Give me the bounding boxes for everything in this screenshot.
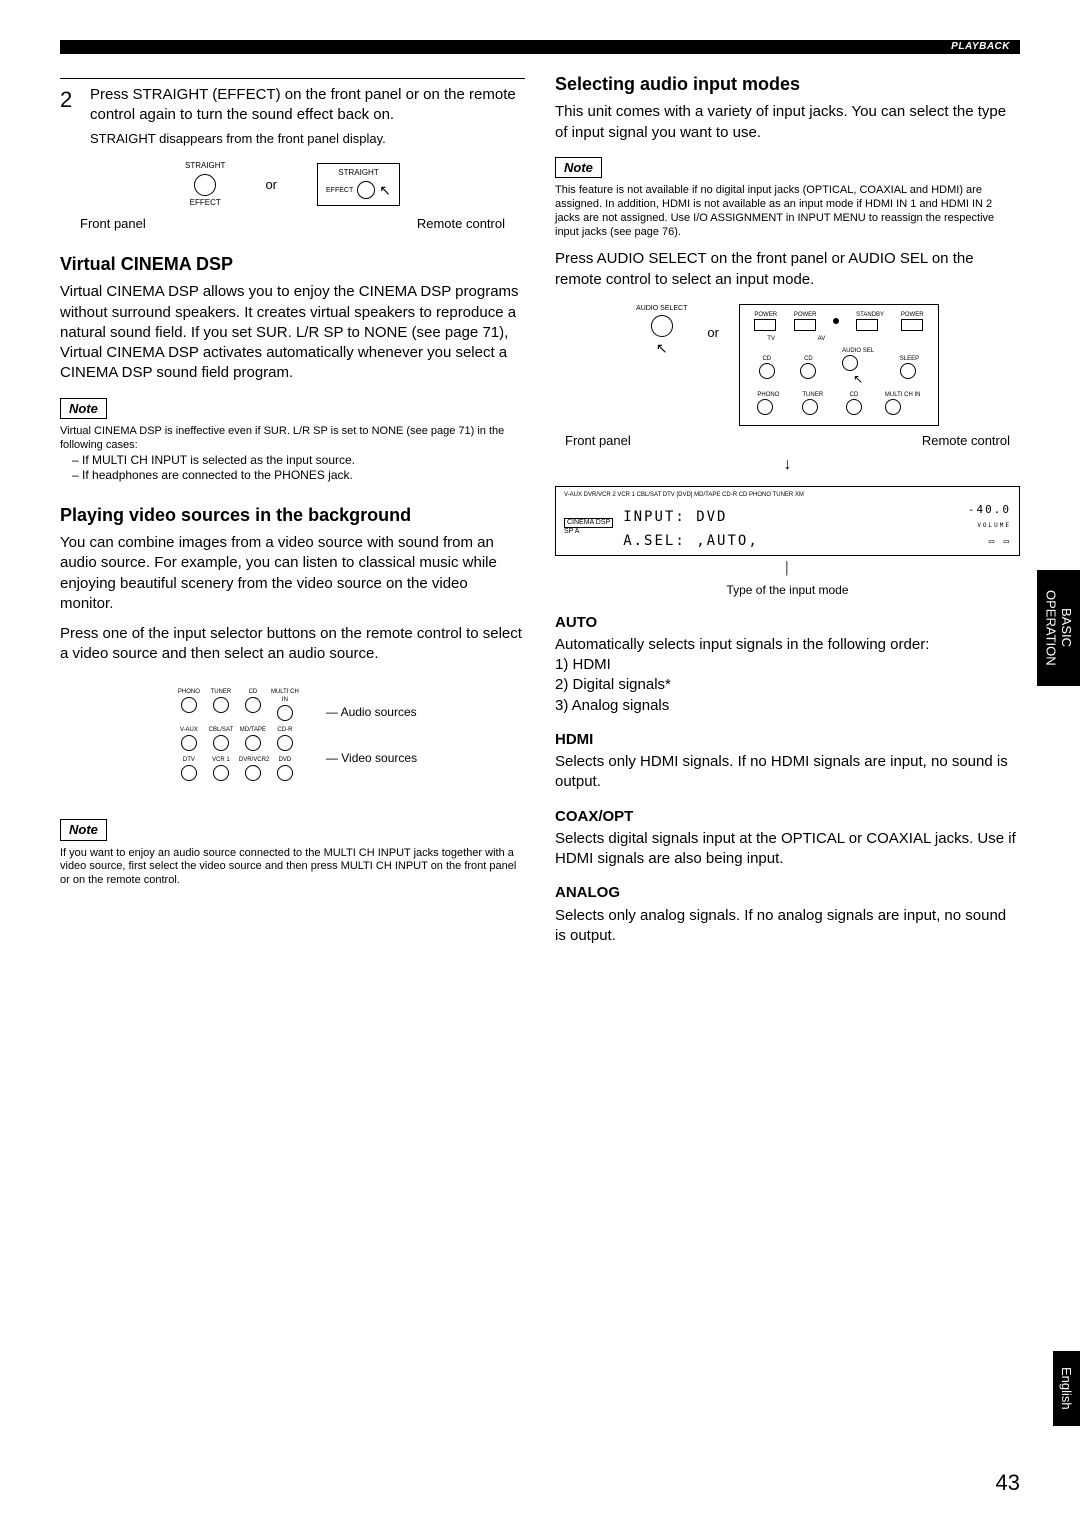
vcdsp-paragraph: Virtual CINEMA DSP allows you to enjoy t…: [60, 282, 525, 383]
straight-label-2: STRAIGHT: [326, 168, 391, 179]
page-number: 43: [996, 1470, 1020, 1496]
selector-button: CBL/SAT: [207, 726, 235, 752]
source-labels: — Audio sources — Video sources: [326, 704, 417, 766]
step-body: Press STRAIGHT (EFFECT) on the front pan…: [90, 85, 525, 147]
knob-icon: [194, 174, 216, 196]
right-column: Selecting audio input modes This unit co…: [555, 72, 1020, 946]
selector-button: MULTI CH IN: [271, 688, 299, 722]
cinema-dsp-badge: CINEMA DSP: [564, 518, 613, 528]
straight-label: STRAIGHT: [185, 161, 225, 172]
arrow-down-icon: ↓: [555, 454, 1020, 476]
selector-button: CD: [239, 688, 267, 722]
remote-effect-box: STRAIGHT EFFECT ↖: [317, 163, 400, 206]
playing-video-heading: Playing video sources in the background: [60, 503, 525, 527]
audio-select-captions: Front panel Remote control: [555, 432, 1020, 450]
pointer-icon: ↖: [379, 181, 391, 200]
audio-select-diagram: AUDIO SELECT ↖ or POWER POWER STANDBY PO…: [555, 304, 1020, 427]
hdmi-heading: HDMI: [555, 730, 1020, 750]
hdmi-paragraph: Selects only HDMI signals. If no HDMI si…: [555, 752, 1020, 793]
remote-caption-2: Remote control: [922, 432, 1010, 450]
note-item-1: If MULTI CH INPUT is selected as the inp…: [72, 453, 525, 468]
effect-label: EFFECT: [185, 198, 225, 209]
selecting-instruction: Press AUDIO SELECT on the front panel or…: [555, 249, 1020, 290]
effect-label-2: EFFECT: [326, 186, 353, 195]
front-panel-knob: STRAIGHT EFFECT: [185, 161, 225, 209]
or-label: or: [265, 176, 277, 194]
selector-button: MD/TAPE: [239, 726, 267, 752]
remote-control-grid: POWER POWER STANDBY POWER TV AV CD CD AU…: [739, 304, 939, 427]
lcd-asel-line: A.SEL: ,AUTO,: [623, 532, 759, 551]
note-badge-2: Note: [60, 819, 107, 841]
sp-indicator: SP A: [564, 528, 613, 536]
auto-item-2: 2) Digital signals*: [555, 675, 1020, 695]
lcd-input-line: INPUT: DVD: [623, 508, 727, 527]
selector-button: TUNER: [207, 688, 235, 722]
selector-button: DTV: [175, 756, 203, 782]
front-panel-caption: Front panel: [80, 215, 146, 233]
selecting-heading: Selecting audio input modes: [555, 72, 1020, 96]
side-tab-english: English: [1053, 1351, 1080, 1426]
content-columns: 2 Press STRAIGHT (EFFECT) on the front p…: [60, 72, 1020, 946]
playback-header: PLAYBACK: [951, 41, 1010, 52]
auto-item-3: 3) Analog signals: [555, 696, 1020, 716]
straight-diagram: STRAIGHT EFFECT or STRAIGHT EFFECT ↖: [60, 161, 525, 209]
selector-button: CD-R: [271, 726, 299, 752]
selector-button: DVR/VCR2: [239, 756, 267, 782]
selecting-paragraph: This unit comes with a variety of input …: [555, 102, 1020, 143]
multich-note: If you want to enjoy an audio source con…: [60, 847, 525, 888]
selecting-note: This feature is not available if no digi…: [555, 184, 1020, 239]
vcdsp-note: Virtual CINEMA DSP is ineffective even i…: [60, 425, 525, 453]
lcd-display: V-AUX DVR/VCR 2 VCR 1 CBL/SAT DTV [DVD] …: [555, 486, 1020, 557]
step-subtext: STRAIGHT disappears from the front panel…: [90, 130, 525, 148]
button-icon: [357, 181, 375, 199]
vcdsp-heading: Virtual CINEMA DSP: [60, 252, 525, 276]
side-tab-basic-operation: BASIC OPERATION: [1037, 570, 1080, 686]
step-text: Press STRAIGHT (EFFECT) on the front pan…: [90, 85, 525, 126]
coax-paragraph: Selects digital signals input at the OPT…: [555, 829, 1020, 870]
front-panel-caption-2: Front panel: [565, 432, 631, 450]
left-column: 2 Press STRAIGHT (EFFECT) on the front p…: [60, 72, 525, 946]
or-label-2: or: [707, 324, 719, 342]
audio-select-label: AUDIO SELECT: [636, 304, 687, 313]
step-number: 2: [60, 85, 80, 147]
lcd-volume: -40.0: [968, 503, 1011, 516]
audio-sources-label: — Audio sources: [326, 704, 417, 720]
arrow-up-icon: │: [555, 560, 1020, 576]
type-mode-caption: Type of the input mode: [555, 582, 1020, 598]
playing-video-paragraph: You can combine images from a video sour…: [60, 533, 525, 614]
auto-paragraph: Automatically selects input signals in t…: [555, 635, 1020, 655]
note-badge: Note: [60, 398, 107, 420]
front-panel-audio-select: AUDIO SELECT ↖: [636, 304, 687, 358]
analog-heading: ANALOG: [555, 883, 1020, 903]
auto-heading: AUTO: [555, 613, 1020, 633]
remote-caption: Remote control: [417, 215, 505, 233]
selector-button: VCR 1: [207, 756, 235, 782]
video-sources-label: — Video sources: [326, 750, 417, 766]
lcd-source-row: V-AUX DVR/VCR 2 VCR 1 CBL/SAT DTV [DVD] …: [564, 491, 1011, 499]
selector-button: V-AUX: [175, 726, 203, 752]
analog-paragraph: Selects only analog signals. If no analo…: [555, 906, 1020, 947]
selector-button: PHONO: [175, 688, 203, 722]
note-badge-3: Note: [555, 157, 602, 179]
vcdsp-note-list: If MULTI CH INPUT is selected as the inp…: [72, 453, 525, 483]
selector-button: DVD: [271, 756, 299, 782]
auto-item-1: 1) HDMI: [555, 655, 1020, 675]
pointer-icon: ↖: [636, 339, 687, 358]
input-selector-diagram: PHONOTUNERCDMULTI CH IN V-AUXCBL/SATMD/TA…: [60, 681, 525, 789]
coax-heading: COAX/OPT: [555, 807, 1020, 827]
lcd-volume-label: VOLUME: [977, 522, 1011, 529]
divider: [60, 78, 525, 79]
top-bar: PLAYBACK: [60, 40, 1020, 54]
note-item-2: If headphones are connected to the PHONE…: [72, 468, 525, 483]
knob-icon-2: [651, 315, 673, 337]
step-2: 2 Press STRAIGHT (EFFECT) on the front p…: [60, 85, 525, 147]
selector-grid: PHONOTUNERCDMULTI CH IN V-AUXCBL/SATMD/TA…: [168, 681, 306, 789]
diagram-captions: Front panel Remote control: [60, 215, 525, 233]
playing-video-instruction: Press one of the input selector buttons …: [60, 624, 525, 665]
